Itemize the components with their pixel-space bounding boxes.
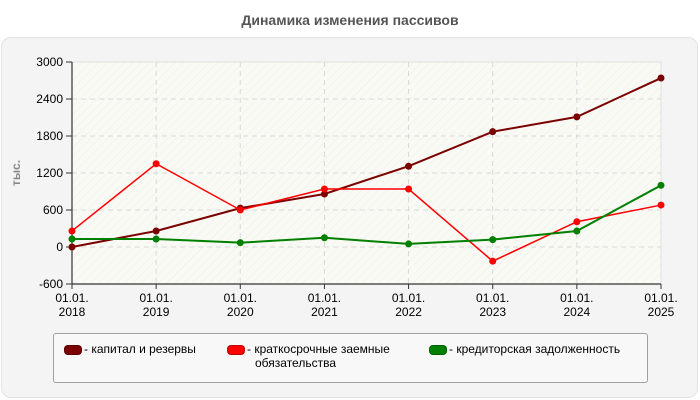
svg-text:600: 600 [43,203,63,217]
data-point[interactable] [68,243,76,251]
legend-label: - краткосрочные заемные обязательства [247,342,390,370]
data-point[interactable] [152,160,160,168]
svg-text:01.01.: 01.01. [55,291,88,305]
svg-text:2022: 2022 [395,305,422,319]
svg-text:2020: 2020 [227,305,254,319]
data-point[interactable] [657,181,665,189]
svg-text:01.01.: 01.01. [392,291,425,305]
svg-text:01.01.: 01.01. [308,291,341,305]
legend-label: - капитал и резервы [84,342,196,356]
data-point[interactable] [657,74,665,82]
legend-swatch-icon [429,345,447,355]
y-axis-ticks: 3000 2400 1800 1200 600 0 -600 [36,55,72,291]
data-point[interactable] [236,239,244,247]
svg-text:01.01.: 01.01. [476,291,509,305]
y-axis-title: тыс. [9,160,23,186]
gridlines [72,62,661,284]
data-point[interactable] [405,185,413,193]
data-point[interactable] [573,227,581,235]
data-series [68,74,665,265]
legend-item-accounts-payable[interactable]: - кредиторская задолженность [429,342,620,356]
svg-text:2025: 2025 [648,305,675,319]
svg-text:2019: 2019 [143,305,170,319]
plot-area [71,61,662,285]
svg-text:01.01.: 01.01. [224,291,257,305]
svg-text:2400: 2400 [36,92,63,106]
legend-swatch-icon [227,345,245,355]
svg-text:01.01.: 01.01. [139,291,172,305]
svg-text:0: 0 [56,240,63,254]
svg-text:3000: 3000 [36,55,63,69]
data-point[interactable] [320,190,328,198]
svg-text:-600: -600 [39,277,63,291]
legend-label: - кредиторская задолженность [449,342,621,356]
data-point[interactable] [489,257,497,265]
svg-text:2021: 2021 [311,305,338,319]
svg-text:1200: 1200 [36,166,63,180]
data-point[interactable] [573,218,581,226]
data-point[interactable] [320,234,328,242]
legend-item-short-term-loans[interactable]: - краткосрочные заемные обязательства [227,342,390,370]
svg-text:01.01.: 01.01. [644,291,677,305]
data-point[interactable] [657,201,665,209]
svg-text:01.01.: 01.01. [560,291,593,305]
legend: - капитал и резервы - краткосрочные заем… [53,333,648,383]
chart-title: Динамика изменения пассивов [241,12,459,28]
svg-text:1800: 1800 [36,129,63,143]
legend-item-capital[interactable]: - капитал и резервы [64,342,196,356]
svg-text:2023: 2023 [479,305,506,319]
data-point[interactable] [68,227,76,235]
legend-swatch-icon [64,345,82,355]
data-point[interactable] [489,236,497,244]
data-point[interactable] [573,113,581,121]
series-line [68,160,665,265]
data-point[interactable] [68,235,76,243]
data-point[interactable] [320,185,328,193]
svg-text:2018: 2018 [59,305,86,319]
svg-text:2024: 2024 [564,305,591,319]
data-point[interactable] [405,162,413,170]
data-point[interactable] [405,240,413,248]
data-point[interactable] [236,206,244,214]
data-point[interactable] [489,128,497,136]
data-point[interactable] [152,235,160,243]
series-line [68,181,665,248]
x-axis-ticks: 01.01.201801.01.201901.01.202001.01.2021… [55,284,678,319]
data-point[interactable] [152,227,160,235]
